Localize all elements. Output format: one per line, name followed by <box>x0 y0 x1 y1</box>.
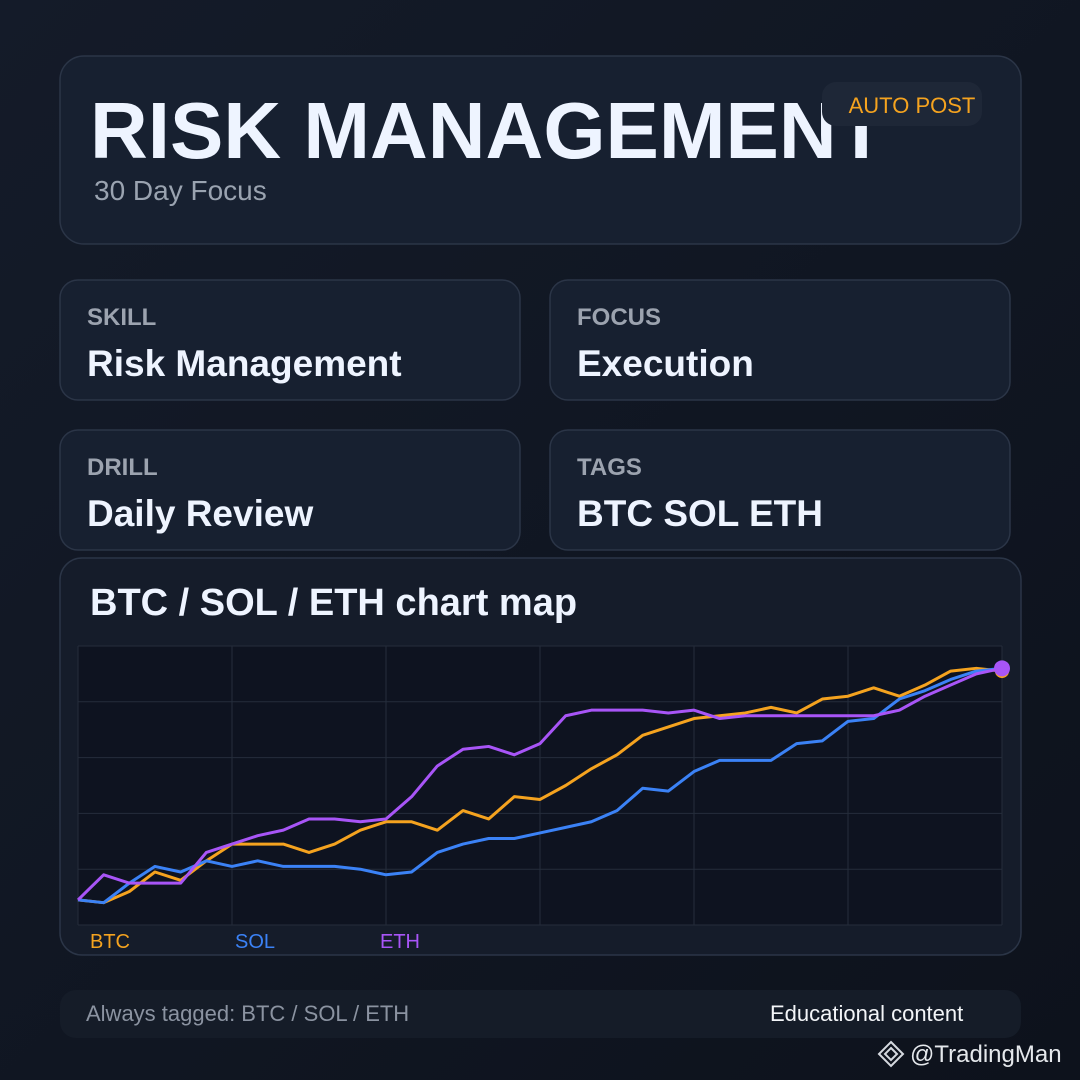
cards: SKILL Risk Management FOCUS Execution DR… <box>59 279 1011 551</box>
badge-text: AUTO POST <box>849 93 976 118</box>
card-label: SKILL <box>87 304 156 331</box>
card <box>549 429 1011 551</box>
card <box>59 429 521 551</box>
card-value: Daily Review <box>87 493 313 534</box>
card-label: DRILL <box>87 454 158 481</box>
footer-right: Educational content <box>770 1001 963 1026</box>
header-card <box>59 55 1022 245</box>
chart-title: BTC / SOL / ETH chart map <box>90 582 577 624</box>
card <box>549 279 1011 401</box>
card-label: FOCUS <box>577 304 661 331</box>
watermark: @TradingMan <box>910 1041 1062 1068</box>
watermark-icon <box>877 1040 905 1068</box>
plot: BTC SOL ETH <box>76 645 1010 953</box>
legend-label: BTC <box>90 931 130 953</box>
legend-label: ETH <box>380 931 420 953</box>
card-value: Risk Management <box>87 343 402 384</box>
end-dot <box>994 660 1010 677</box>
footer-left: Always tagged: BTC / SOL / ETH <box>86 1001 409 1026</box>
badge <box>822 82 982 126</box>
footer-bar <box>60 990 1021 1038</box>
title: RISK MANAGEMENT <box>90 86 886 175</box>
card-label: TAGS <box>577 454 642 481</box>
card-value: Execution <box>577 343 754 384</box>
legend-label: SOL <box>235 931 275 953</box>
card-value: BTC SOL ETH <box>577 493 823 534</box>
series-line <box>77 666 1003 905</box>
subtitle: 30 Day Focus <box>94 175 267 206</box>
card <box>59 279 521 401</box>
series-line <box>76 666 1003 901</box>
